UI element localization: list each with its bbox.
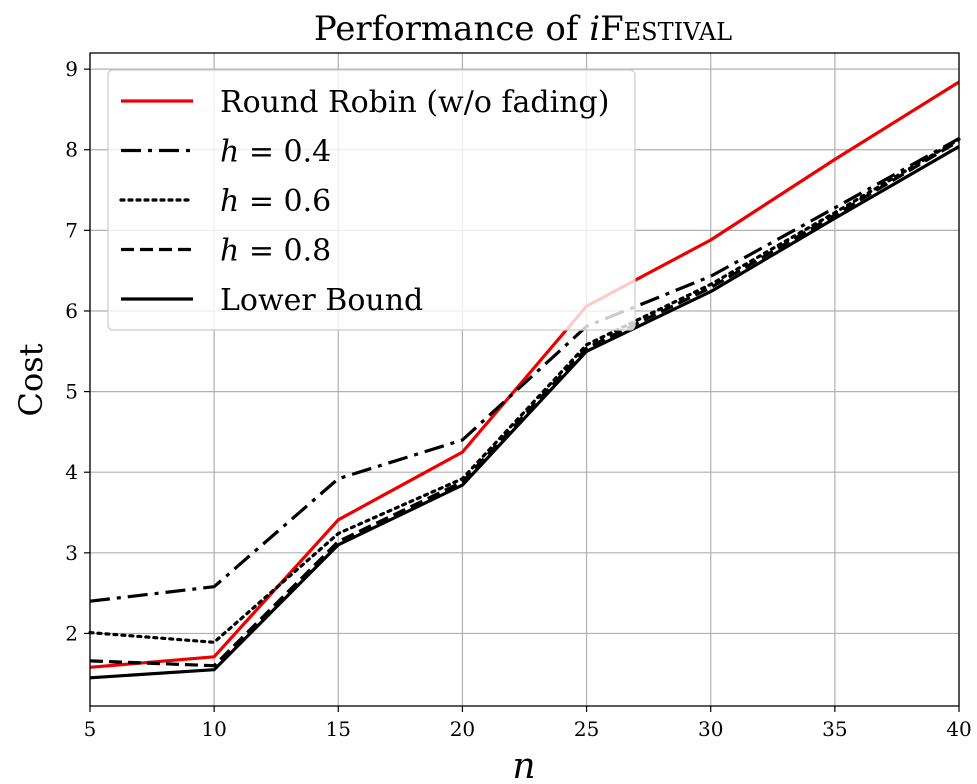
series-line-4 — [89, 145, 960, 680]
x-tick-label: 20 — [450, 717, 475, 741]
legend-label-1: h = 0.4 — [220, 135, 331, 170]
legend-label-3: h = 0.8 — [220, 234, 331, 269]
legend-label-2: h = 0.6 — [220, 184, 331, 219]
chart-title: Performance of iFestival — [314, 9, 732, 49]
x-axis-label: n — [512, 746, 535, 784]
x-tick-label: 30 — [698, 717, 723, 741]
y-tick-label: 2 — [65, 621, 78, 645]
series-line-3 — [89, 139, 960, 668]
legend-label-0: Round Robin (w/o fading) — [220, 85, 609, 120]
y-tick-label: 9 — [65, 57, 78, 81]
series-line-2 — [88, 137, 961, 644]
legend: Round Robin (w/o fading) h = 0.4 h = 0.6 h … — [107, 69, 636, 331]
x-tick-label: 40 — [946, 717, 971, 741]
x-tick-label: 35 — [822, 717, 847, 741]
y-tick-label: 3 — [65, 541, 78, 565]
y-axis-ticks: 2 3 4 5 6 7 8 9 — [65, 57, 90, 645]
series-lines — [88, 80, 961, 680]
title-smallcaps-word: Festival — [600, 9, 732, 49]
x-tick-label: 15 — [326, 717, 351, 741]
x-tick-label: 5 — [84, 717, 97, 741]
legend-label-4: Lower Bound — [220, 283, 423, 318]
x-tick-label: 10 — [201, 717, 226, 741]
y-tick-label: 5 — [65, 380, 78, 404]
y-tick-label: 8 — [65, 138, 78, 162]
series-line-1 — [89, 137, 960, 603]
series-line-0 — [89, 80, 960, 669]
legend-box — [107, 69, 636, 331]
title-italic-prefix: i — [589, 9, 600, 49]
y-tick-label: 7 — [65, 218, 78, 242]
x-tick-label: 25 — [574, 717, 599, 741]
plot-frame — [89, 52, 960, 707]
y-tick-label: 6 — [65, 299, 78, 323]
y-axis-label: Cost — [12, 343, 50, 416]
title-main: Performance of — [314, 9, 589, 49]
y-tick-label: 4 — [65, 460, 78, 484]
x-axis-ticks: 5 10 15 20 25 30 35 40 — [84, 706, 972, 741]
